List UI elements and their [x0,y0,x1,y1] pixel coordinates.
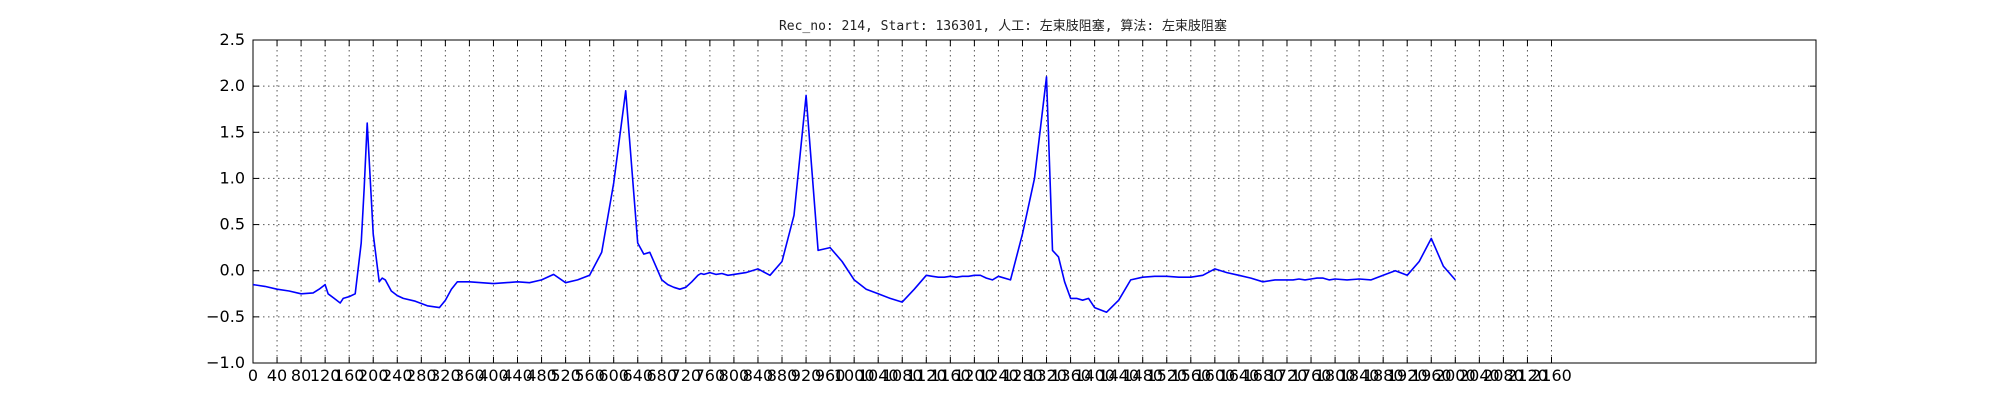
x-tick-label: 120 [310,366,341,385]
x-tick-label: 640 [622,366,653,385]
x-tick-label: 1760 [1291,366,1332,385]
y-tick-label: −1.0 [206,353,245,372]
x-tick-label: 0 [248,366,258,385]
y-tick-label: −0.5 [206,307,245,326]
x-tick-label: 1640 [1219,366,1260,385]
y-tick-label: 1.5 [220,122,245,141]
ecg-series [252,76,1456,314]
x-tick-label: 1080 [882,366,923,385]
x-tick-label: 960 [815,366,846,385]
x-tick-label: 800 [719,366,750,385]
x-tick-label: 2040 [1459,366,1500,385]
y-tick-label: 2.5 [220,30,245,49]
x-tick-label: 280 [406,366,437,385]
y-tick-label: 1.0 [220,168,245,187]
x-tick-label: 1360 [1050,366,1091,385]
x-tick-label: 1880 [1363,366,1404,385]
x-tick-label: 1320 [1026,366,1067,385]
x-tick-label: 240 [382,366,413,385]
x-tick-label: 920 [791,366,822,385]
x-tick-label: 320 [430,366,461,385]
x-tick-label: 1680 [1243,366,1284,385]
x-tick-label: 1400 [1074,366,1115,385]
x-tick-label: 80 [291,366,311,385]
x-tick-label: 1960 [1411,366,1452,385]
x-tick-label: 1560 [1170,366,1211,385]
y-tick-label: 0.5 [220,215,245,234]
y-tick-label: 0.0 [220,261,245,280]
y-axis: −1.0 −0.5 0.0 0.5 1.0 1.5 2.0 2.5 [206,30,1816,372]
x-tick-label: 2160 [1531,366,1572,385]
chart-title: Rec_no: 214, Start: 136301, 人工: 左束肢阻塞, 算… [779,18,1227,34]
x-tick-label: 1440 [1098,366,1139,385]
x-tick-label: 840 [743,366,774,385]
x-tick-label: 1600 [1194,366,1235,385]
x-tick-label: 440 [502,366,533,385]
grid [253,40,1816,363]
x-tick-label: 360 [454,366,485,385]
x-tick-label: 1040 [858,366,899,385]
x-tick-label: 480 [526,366,557,385]
x-tick-label: 1280 [1002,366,1043,385]
x-tick-label: 1000 [834,366,875,385]
x-tick-label: 1480 [1122,366,1163,385]
x-tick-label: 1520 [1146,366,1187,385]
x-tick-label: 1720 [1267,366,1308,385]
x-tick-label: 200 [358,366,389,385]
x-tick-label: 2080 [1483,366,1524,385]
x-tick-label: 1920 [1387,366,1428,385]
x-tick-label: 720 [671,366,702,385]
x-tick-label: 600 [598,366,629,385]
y-tick-label: 2.0 [220,76,245,95]
x-tick-label: 1160 [930,366,971,385]
x-tick-label: 2000 [1435,366,1476,385]
ecg-line [252,76,1456,314]
x-tick-label: 160 [334,366,365,385]
x-tick-label: 880 [767,366,798,385]
x-tick-label: 2120 [1507,366,1548,385]
x-tick-label: 560 [574,366,605,385]
x-axis: 0 40 8012016020024028032036040044048052056… [248,40,1572,385]
x-tick-label: 1120 [906,366,947,385]
x-tick-label: 1240 [978,366,1019,385]
x-tick-label: 1200 [954,366,995,385]
x-tick-label: 520 [550,366,581,385]
x-tick-label: 760 [695,366,726,385]
x-tick-label: 1800 [1315,366,1356,385]
x-tick-label: 400 [478,366,509,385]
plot-area-frame [252,39,1817,364]
x-tick-label: 40 [267,366,287,385]
x-tick-label: 680 [647,366,678,385]
x-tick-label: 1840 [1339,366,1380,385]
